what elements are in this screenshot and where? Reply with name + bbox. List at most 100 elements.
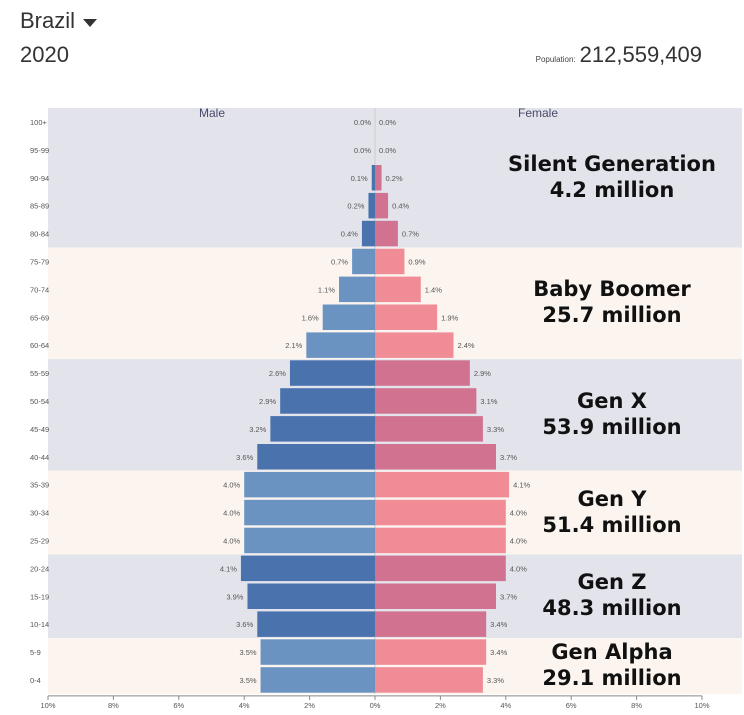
x-tick-label: 8% (108, 701, 119, 710)
female-bar (375, 555, 506, 582)
female-value-label: 3.3% (487, 425, 504, 434)
age-group-label: 90-94 (30, 174, 49, 183)
generation-name: Silent Generation (508, 151, 716, 176)
female-bar (375, 639, 487, 665)
x-tick-label: 4% (500, 701, 511, 710)
male-bar (244, 499, 375, 526)
age-group-label: 45-49 (30, 425, 49, 434)
population-value: 212,559,409 (579, 42, 702, 67)
male-bar (361, 220, 375, 247)
female-bar (375, 304, 438, 330)
male-value-label: 4.0% (223, 536, 240, 545)
female-value-label: 1.9% (441, 313, 458, 322)
female-value-label: 0.2% (386, 174, 403, 183)
generation-name: Gen Y (577, 486, 647, 511)
male-bar (289, 360, 375, 386)
age-group-label: 20-24 (30, 564, 49, 573)
age-group-label: 40-44 (30, 453, 49, 462)
male-bar (280, 388, 375, 414)
female-value-label: 2.9% (474, 369, 491, 378)
male-bar (270, 416, 375, 442)
generation-total: 51.4 million (542, 512, 682, 537)
female-value-label: 3.7% (500, 453, 517, 462)
population-label: Population: (535, 55, 576, 64)
age-group-label: 70-74 (30, 285, 49, 294)
x-tick-label: 2% (435, 701, 446, 710)
male-value-label: 3.5% (239, 676, 256, 685)
female-bar (375, 388, 477, 414)
female-value-label: 3.4% (490, 620, 507, 629)
female-value-label: 0.0% (379, 118, 396, 127)
female-value-label: 3.4% (490, 648, 507, 657)
age-group-label: 25-29 (30, 536, 49, 545)
generation-annotation: Gen Y 51.4 million (502, 486, 722, 538)
male-bar (306, 332, 375, 358)
x-tick-label: 8% (631, 701, 642, 710)
male-bar (260, 667, 375, 693)
population-readout: Population: 212,559,409 (536, 42, 702, 68)
age-group-label: 75-79 (30, 257, 49, 266)
age-group-label: 50-54 (30, 397, 49, 406)
female-value-label: 0.7% (402, 230, 419, 239)
caret-down-icon[interactable] (83, 19, 98, 27)
male-bar (322, 304, 375, 330)
age-group-label: 55-59 (30, 369, 49, 378)
female-bar (375, 611, 487, 637)
female-value-label: 0.9% (408, 257, 425, 266)
age-group-label: 100+ (30, 118, 48, 127)
female-bar (375, 583, 496, 609)
female-value-label: 3.1% (480, 397, 497, 406)
country-dropdown[interactable]: Brazil (20, 8, 98, 34)
female-value-label: 4.0% (510, 536, 527, 545)
male-bar (371, 165, 375, 191)
male-value-label: 1.1% (318, 285, 335, 294)
female-bar (375, 527, 506, 554)
age-group-label: 10-14 (30, 620, 49, 629)
country-label: Brazil (20, 8, 76, 33)
female-value-label: 3.3% (487, 676, 504, 685)
female-value-label: 4.0% (510, 509, 527, 518)
generation-total: 4.2 million (549, 177, 675, 202)
generation-name: Baby Boomer (533, 277, 691, 302)
x-tick-label: 10% (694, 701, 709, 710)
male-bar (368, 192, 375, 219)
generation-name: Gen Z (577, 570, 647, 595)
male-value-label: 3.6% (236, 620, 253, 629)
male-bar (257, 611, 375, 637)
male-value-label: 2.6% (269, 369, 286, 378)
female-value-label: 0.4% (392, 202, 409, 211)
female-bar (375, 165, 382, 191)
male-value-label: 4.0% (223, 509, 240, 518)
series-label-female: Female (518, 106, 558, 120)
generation-name: Gen X (577, 388, 647, 413)
age-group-label: 35-39 (30, 481, 49, 490)
female-value-label: 0.0% (379, 146, 396, 155)
female-bar (375, 416, 483, 442)
generation-total: 53.9 million (542, 414, 682, 439)
generation-name: Gen Alpha (551, 640, 673, 664)
male-value-label: 3.5% (239, 648, 256, 657)
x-tick-label: 6% (173, 701, 184, 710)
male-value-label: 0.4% (341, 230, 358, 239)
x-tick-label: 10% (40, 701, 55, 710)
female-bar (375, 360, 470, 386)
male-value-label: 3.9% (226, 592, 243, 601)
female-value-label: 4.1% (513, 481, 530, 490)
generation-annotation: Gen Z 48.3 million (502, 569, 722, 621)
series-label-male: Male (199, 106, 225, 120)
x-tick-label: 4% (239, 701, 250, 710)
age-group-label: 80-84 (30, 230, 49, 239)
age-group-label: 85-89 (30, 202, 49, 211)
male-bar (260, 639, 375, 665)
male-value-label: 0.7% (331, 257, 348, 266)
female-bar (375, 332, 454, 358)
male-value-label: 0.1% (351, 174, 368, 183)
age-group-label: 0-4 (30, 676, 41, 685)
generation-annotation: Baby Boomer 25.7 million (502, 276, 722, 328)
male-value-label: 4.0% (223, 481, 240, 490)
female-bar (375, 192, 389, 219)
female-bar (375, 471, 510, 498)
generation-total: 29.1 million (542, 666, 682, 690)
generation-annotation: Gen Alpha 29.1 million (502, 639, 722, 691)
